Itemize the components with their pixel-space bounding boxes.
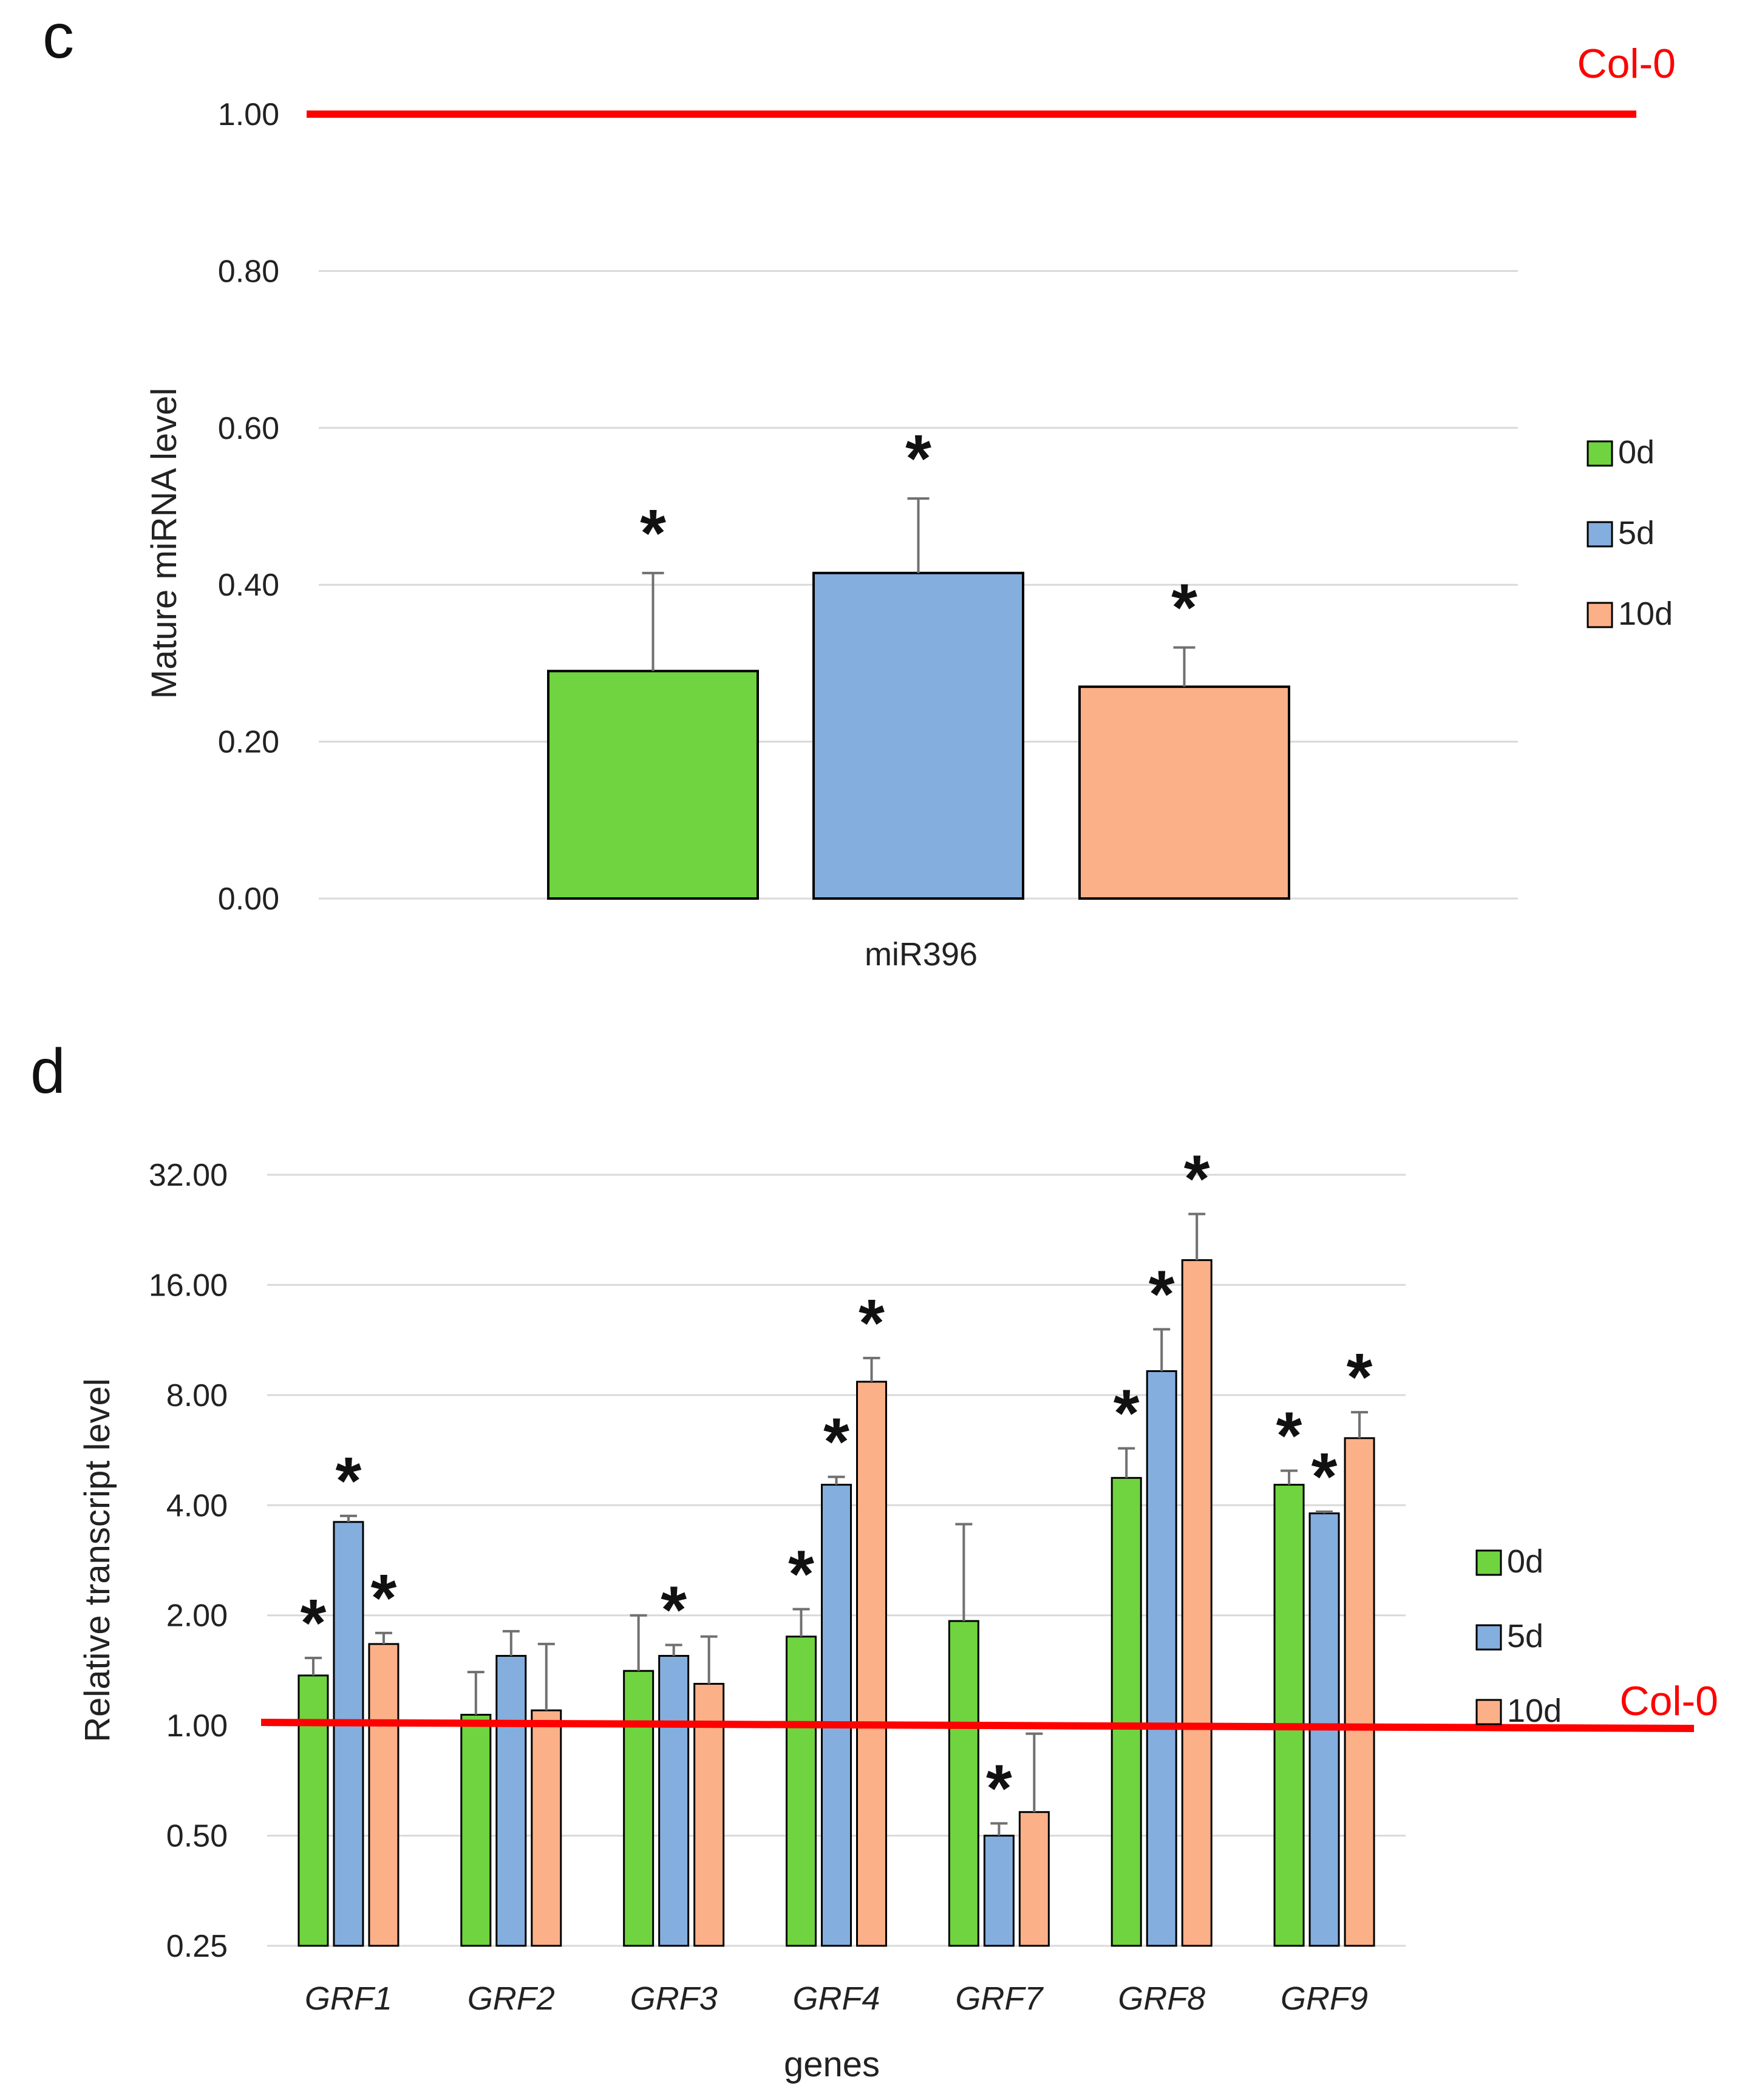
panel-c-y-tick-label: 0.80 [218, 254, 279, 289]
panel-d-legend-swatch-0d [1475, 1549, 1502, 1576]
panel-d-bar-grf9-10d [1344, 1437, 1375, 1947]
panel-d-legend-label: 0d [1507, 1543, 1543, 1580]
panel-d-category-label: GRF4 [792, 1980, 880, 2017]
panel-d-y-axis-title: Relative transcript level [78, 1378, 117, 1742]
panel-d-legend-label: 5d [1507, 1618, 1543, 1654]
panel-d-x-axis-title: genes [784, 2045, 880, 2084]
panel-d-y-tick-label: 4.00 [166, 1488, 228, 1523]
panel-d-bar-grf8-0d [1111, 1476, 1142, 1947]
panel-c-legend-swatch-5d [1587, 521, 1613, 548]
panel-d-col0-reference-line [260, 1719, 1695, 1732]
panel-c-y-tick-label: 1.00 [218, 97, 279, 132]
panel-d-significance-star: * [336, 1444, 362, 1518]
panel-d-col0-label: Col-0 [1620, 1678, 1719, 1724]
panel-c-legend: 0d 5d 10d [1587, 434, 1673, 632]
panel-d-significance-star: * [371, 1561, 397, 1636]
panel-c: c 0.00 0.20 0.40 0.60 0.80 1.00 Mature miRNA … [43, 1, 1676, 973]
panel-c-bars: * * * [547, 421, 1290, 900]
panel-d-y-tick-label: 2.00 [166, 1599, 228, 1634]
panel-c-legend-label: 5d [1618, 515, 1655, 551]
panel-c-significance-star: * [905, 421, 931, 496]
panel-d-bar-grf7-10d [1018, 1811, 1050, 1947]
panel-c-letter: c [43, 1, 74, 72]
panel-c-y-axis-title: Mature miRNA level [145, 388, 184, 699]
panel-d-category-label: GRF1 [305, 1980, 392, 2017]
panel-d-significance-star: * [1311, 1439, 1338, 1514]
panel-d-significance-star: * [1276, 1398, 1302, 1473]
panel-d-bar-grf4-10d [856, 1381, 887, 1947]
panel-d-legend-swatch-10d [1475, 1699, 1502, 1725]
panel-d-legend-swatch-5d [1475, 1624, 1502, 1651]
panel-d-significance-star: * [986, 1751, 1012, 1826]
panel-d-bar-grf8-10d [1181, 1259, 1213, 1947]
panel-d-bar-grf2-10d [531, 1709, 562, 1947]
panel-c-y-tick-label: 0.20 [218, 725, 279, 760]
panel-d-category-label: GRF3 [630, 1980, 718, 2017]
panel-d-categories: GRF1 GRF2 GRF3 GRF4 GRF7 GRF8 GRF9 [305, 1980, 1368, 2017]
panel-c-categories: miR396 [865, 936, 978, 973]
panel-d-bar-grf7-5d [983, 1835, 1015, 1947]
panel-d-significance-star: * [1184, 1142, 1210, 1217]
panel-d-bar-grf3-0d [623, 1670, 655, 1947]
panel-d-letter: d [30, 1036, 66, 1107]
panel-d-bar-grf2-5d [495, 1654, 527, 1947]
panel-d-bars: *** * ********** [298, 1142, 1375, 1947]
panel-c-bar-0d [547, 670, 759, 900]
panel-d-bar-grf1-10d [368, 1643, 400, 1947]
panel-d-bar-grf2-0d [460, 1713, 492, 1947]
panel-d-y-tick-label: 16.00 [149, 1268, 228, 1303]
panel-d-y-tick-label: 0.50 [166, 1819, 228, 1854]
panel-d-significance-star: * [301, 1586, 327, 1660]
panel-d-bar-grf7-0d [948, 1620, 979, 1947]
panel-d-bar-grf8-5d [1146, 1370, 1177, 1947]
panel-c-legend-swatch-10d [1587, 602, 1613, 628]
panel-d-legend: 0d 5d 10d [1475, 1543, 1562, 1729]
panel-d-bar-grf4-5d [821, 1484, 852, 1947]
panel-d-category-label: GRF9 [1281, 1980, 1368, 2017]
panel-d-significance-star: * [1347, 1340, 1373, 1415]
panel-c-col0-label: Col-0 [1577, 41, 1676, 87]
panel-d-category-label: GRF2 [468, 1980, 555, 2017]
panel-d-y-tick-label: 8.00 [166, 1378, 228, 1413]
panel-d-y-tick-label: 1.00 [166, 1708, 228, 1744]
panel-c-y-tick-label: 0.60 [218, 411, 279, 446]
panel-d-bar-grf1-5d [333, 1521, 364, 1947]
panel-d-legend-label: 10d [1507, 1693, 1562, 1729]
panel-c-legend-swatch-0d [1587, 440, 1613, 467]
panel-d-significance-star: * [1114, 1376, 1140, 1451]
panel-d-significance-star: * [859, 1286, 885, 1361]
panel-c-y-ticks: 0.00 0.20 0.40 0.60 0.80 1.00 [218, 97, 279, 917]
panel-c-bar-5d [812, 571, 1024, 900]
panel-d-significance-star: * [788, 1537, 814, 1611]
panel-d-y-tick-label: 0.25 [166, 1929, 228, 1964]
panel-d-bar-grf3-5d [658, 1654, 690, 1947]
panel-d-y-tick-label: 32.00 [149, 1158, 228, 1193]
panel-d-category-label: GRF7 [955, 1980, 1044, 2017]
panel-d-y-ticks: 0.25 0.50 1.00 2.00 4.00 8.00 16.00 32.00 [149, 1158, 228, 1964]
panel-c-y-tick-label: 0.40 [218, 568, 279, 603]
panel-d-bar-grf1-0d [298, 1674, 329, 1947]
panel-c-category-label: miR396 [865, 936, 978, 973]
panel-d: d 0.25 0.50 1.00 2.00 4.00 8.00 16.00 32.00 Rel… [30, 1036, 1718, 2084]
panel-d-bar-grf9-0d [1273, 1484, 1305, 1947]
panel-d-significance-star: * [1149, 1257, 1175, 1332]
panel-c-y-tick-label: 0.00 [218, 882, 279, 917]
panel-d-category-label: GRF8 [1118, 1980, 1205, 2017]
panel-d-bar-grf4-0d [786, 1636, 817, 1947]
panel-c-legend-label: 0d [1618, 434, 1655, 471]
panel-c-bar-10d [1078, 685, 1290, 900]
panel-c-legend-label: 10d [1618, 596, 1673, 632]
panel-c-significance-star: * [640, 496, 666, 571]
panel-d-significance-star: * [661, 1572, 687, 1647]
panel-d-significance-star: * [823, 1405, 849, 1480]
panel-c-significance-star: * [1171, 571, 1197, 645]
